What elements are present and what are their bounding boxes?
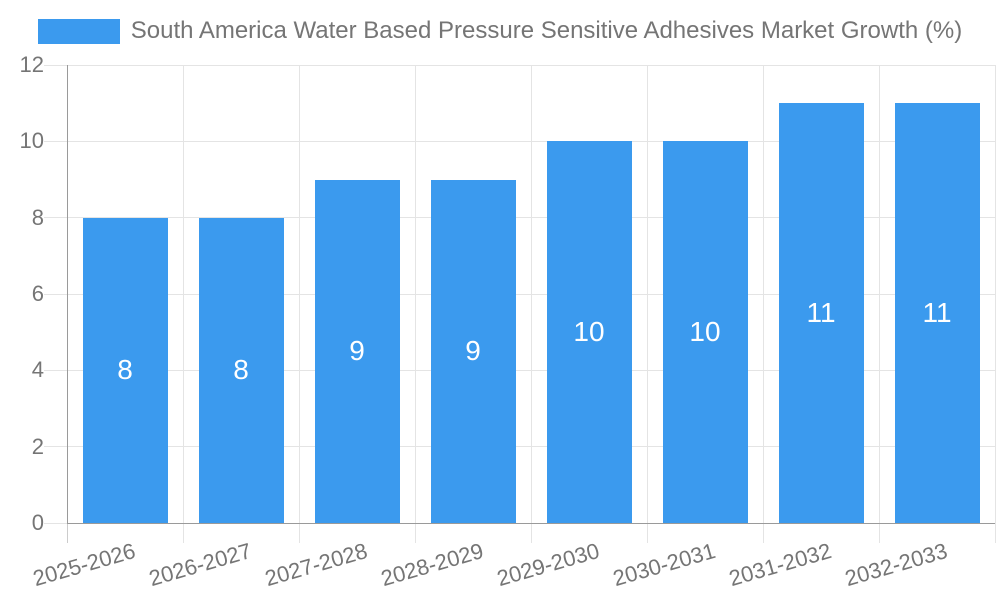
x-axis-tick-label: 2028-2029 [377, 538, 486, 592]
bar-value-label: 9 [465, 335, 481, 367]
x-axis-tick-label: 2025-2026 [29, 538, 138, 592]
x-gridline [646, 65, 648, 543]
y-axis-tick-label: 2 [31, 433, 44, 459]
y-gridline [44, 369, 995, 371]
y-axis-tick-label: 8 [31, 204, 44, 230]
y-gridline [44, 140, 995, 142]
bar-value-label: 8 [233, 354, 249, 386]
y-axis-tick-label: 6 [31, 281, 44, 306]
x-axis-tick-label: 2032-2033 [841, 538, 950, 592]
y-axis-tick-label: 10 [19, 128, 44, 154]
x-gridline [878, 65, 880, 543]
y-gridline [44, 64, 995, 66]
x-axis-tick-label: 2026-2027 [145, 538, 254, 592]
y-axis-tick-label: 4 [31, 357, 44, 383]
bar[interactable]: 11 [894, 103, 980, 523]
x-gridline [298, 65, 300, 543]
bar[interactable]: 9 [314, 179, 400, 523]
bar-value-label: 10 [689, 316, 721, 348]
x-gridline [530, 65, 532, 543]
x-axis-tick-label: 2027-2028 [261, 538, 370, 592]
bar[interactable]: 8 [198, 217, 284, 523]
legend-swatch[interactable] [37, 18, 120, 44]
bar-value-label: 11 [806, 297, 836, 329]
y-gridline [44, 446, 995, 448]
plot-area: 0 2 4 6 8 10 12 8 8 9 9 10 10 11 11 2025-2026 2026-2027 2… [20, 52, 996, 591]
x-axis-tick-label: 2031-2032 [725, 538, 834, 592]
bar-value-label: 11 [922, 297, 952, 329]
chart-title: South America Water Based Pressure Sensi… [130, 17, 963, 44]
chart-legend: South America Water Based Pressure Sensi… [0, 10, 1000, 52]
bar[interactable]: 10 [662, 141, 748, 523]
bar-value-label: 9 [349, 335, 365, 367]
bar-value-label: 8 [117, 354, 133, 386]
y-axis-tick-label: 0 [31, 510, 44, 535]
y-gridline [44, 217, 995, 219]
x-axis-tick-label: 2030-2031 [609, 538, 718, 592]
x-axis-tick-label: 2029-2030 [493, 538, 602, 592]
x-axis-line [67, 522, 995, 524]
y-gridline [44, 293, 995, 295]
x-gridline [414, 65, 416, 543]
bar-value-label: 10 [573, 316, 605, 348]
y-axis-tick-label: 12 [19, 52, 44, 77]
y-axis-line [66, 65, 68, 523]
bar[interactable]: 9 [430, 179, 516, 523]
bar[interactable]: 8 [82, 217, 168, 523]
bar[interactable]: 10 [546, 141, 632, 523]
x-gridline [994, 65, 996, 543]
x-gridline [182, 65, 184, 543]
x-gridline [762, 65, 764, 543]
bar[interactable]: 11 [778, 103, 864, 523]
